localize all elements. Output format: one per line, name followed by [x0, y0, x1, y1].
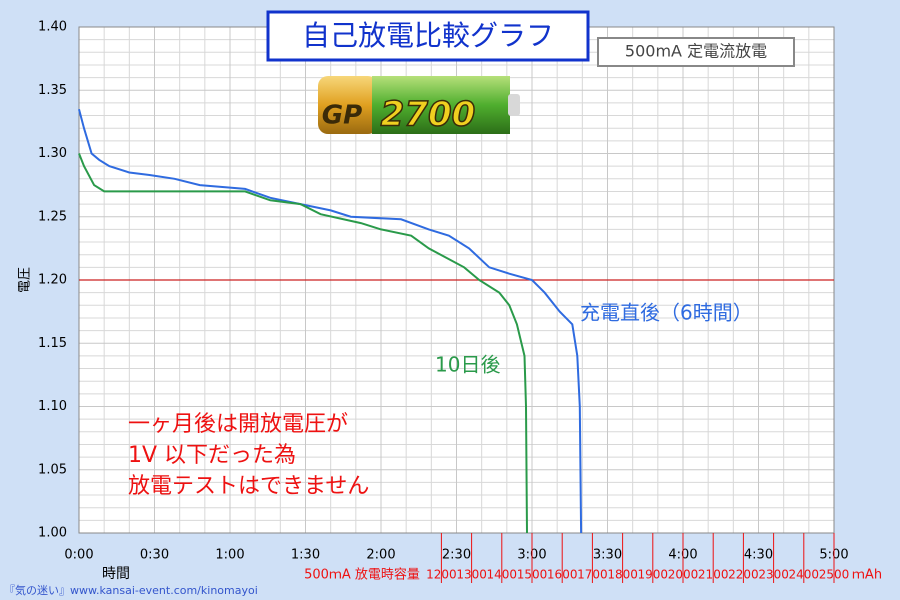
x2-tick-label: 2400 — [789, 568, 820, 582]
x-tick-label: 1:30 — [291, 548, 320, 563]
x2-axis-label: 500ｍA 放電時容量 — [304, 567, 420, 583]
y-tick-label: 1.10 — [38, 399, 67, 414]
x-tick-label: 0:30 — [140, 548, 169, 563]
y-axis-label: 電圧 — [18, 267, 33, 293]
x2-tick-label: 1200 — [426, 568, 457, 582]
series-line — [78, 108, 583, 534]
series-label: 充電直後（6時間） — [580, 301, 753, 325]
x-tick-label: 2:00 — [366, 548, 395, 563]
footer: 『気の迷い』www.kansai-event.com/kinomayoi — [4, 583, 258, 597]
y-tick-label: 1.40 — [38, 20, 67, 35]
battery-body — [318, 76, 378, 134]
x-tick-label: 1:00 — [215, 548, 244, 563]
lines — [78, 108, 834, 534]
note: 放電テストはできません — [128, 474, 369, 499]
y-tick-label: 1.25 — [38, 209, 67, 224]
battery — [318, 76, 520, 134]
series-line — [78, 153, 528, 534]
y-tick-label: 1.30 — [38, 146, 67, 161]
x2-tick-label: 2100 — [698, 568, 729, 582]
x2-tick-label: 2500 — [819, 568, 850, 582]
battery-capacity: 2700 — [381, 95, 476, 135]
x2-tick-label: 1800 — [607, 568, 638, 582]
battery-body — [372, 76, 510, 134]
note: 1V 以下だった為 — [128, 443, 296, 468]
y-tick-label: 1.20 — [38, 273, 67, 288]
x2-tick-label: 2200 — [728, 568, 759, 582]
y-tick-label: 1.15 — [38, 336, 67, 351]
x2-tick-label: 1700 — [577, 568, 608, 582]
series-label: 10日後 — [435, 353, 500, 377]
x2-tick-label: 1500 — [517, 568, 548, 582]
x2-tick-label: 2000 — [668, 568, 699, 582]
y-tick-label: 1.05 — [38, 462, 67, 477]
x2-tick-label: 1300 — [456, 568, 487, 582]
x2-tick-label: 1600 — [547, 568, 578, 582]
battery-terminal — [508, 94, 520, 116]
x2-tick-label: 1900 — [638, 568, 669, 582]
x2-tick-label: 2300 — [758, 568, 789, 582]
y-tick-label: 1.35 — [38, 83, 67, 98]
x-axis-label: 時間 — [102, 566, 130, 582]
x-tick-label: 2:30 — [442, 548, 471, 563]
battery-brand: GP — [322, 101, 362, 131]
x-tick-label: 3:30 — [593, 548, 622, 563]
note: 一ヶ月後は開放電圧が — [128, 412, 348, 437]
y-tick-label: 1.00 — [38, 526, 67, 541]
x-tick-label: 0:00 — [64, 548, 93, 563]
x2-unit: ｍAh — [852, 568, 882, 583]
subtitle: 500mA 定電流放電 — [625, 42, 767, 61]
x-tick-label: 4:30 — [744, 548, 773, 563]
x2-tick-label: 1400 — [487, 568, 518, 582]
subtitle-box — [597, 37, 795, 67]
title-box — [266, 10, 590, 62]
chart-title: 自己放電比較グラフ — [302, 19, 554, 52]
